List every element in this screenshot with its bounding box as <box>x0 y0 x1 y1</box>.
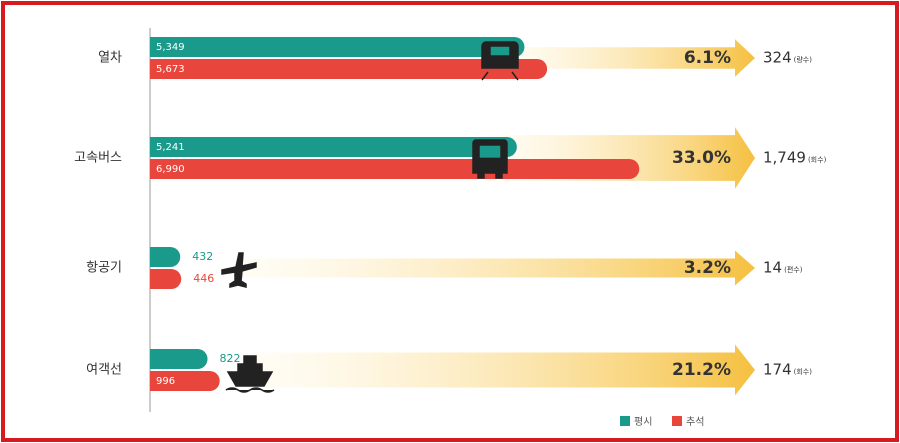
bar <box>150 247 181 267</box>
bar <box>150 59 548 79</box>
increase-unit: (량수) <box>794 56 813 64</box>
increase-label: 14 <box>763 259 782 277</box>
icon <box>225 355 275 393</box>
value-label: 6,990 <box>156 164 185 175</box>
growth-label: 21.2% <box>672 360 731 380</box>
growth-label: 3.2% <box>684 258 731 278</box>
growth-arrow <box>240 250 755 286</box>
growth-arrow <box>500 39 755 77</box>
value-label: 5,349 <box>156 42 185 53</box>
category-label: 항공기 <box>86 261 122 276</box>
bar <box>150 371 220 391</box>
increase-unit: (회수) <box>808 156 827 164</box>
legend-label: 추석 <box>686 416 704 428</box>
icon <box>472 139 508 179</box>
increase-unit: (회수) <box>794 368 813 376</box>
value-label: 996 <box>156 376 175 387</box>
legend: 평시 추석 <box>620 416 704 428</box>
bar <box>150 349 208 369</box>
category-label: 열차 <box>98 51 122 66</box>
bar <box>150 159 640 179</box>
value-label: 432 <box>192 250 213 263</box>
bars <box>150 37 755 396</box>
value-label: 5,241 <box>156 142 185 153</box>
icon <box>481 41 519 81</box>
icons <box>221 41 519 393</box>
growth-label: 33.0% <box>672 148 731 168</box>
category-label: 고속버스 <box>74 151 122 166</box>
increase-unit: (편수) <box>784 265 803 274</box>
increase-label: 174 <box>763 361 792 379</box>
increase-label: 1,749 <box>763 149 806 167</box>
bar <box>150 37 525 57</box>
labels: 열차 5,349 5,673 6.1% 324 (량수) 고속버스 5,241 6,990 33.… <box>74 42 826 387</box>
growth-arrow <box>250 344 755 396</box>
value-label: 822 <box>220 352 241 365</box>
icon <box>221 252 257 288</box>
growth-label: 6.1% <box>684 48 731 68</box>
bar <box>150 269 182 289</box>
legend-label: 평시 <box>634 416 652 428</box>
legend-swatch <box>620 416 630 426</box>
legend-swatch <box>672 416 682 426</box>
category-label: 여객선 <box>86 363 122 378</box>
value-label: 446 <box>193 272 214 285</box>
increase-label: 324 <box>763 49 792 67</box>
value-label: 5,673 <box>156 64 185 75</box>
bar <box>150 137 517 157</box>
